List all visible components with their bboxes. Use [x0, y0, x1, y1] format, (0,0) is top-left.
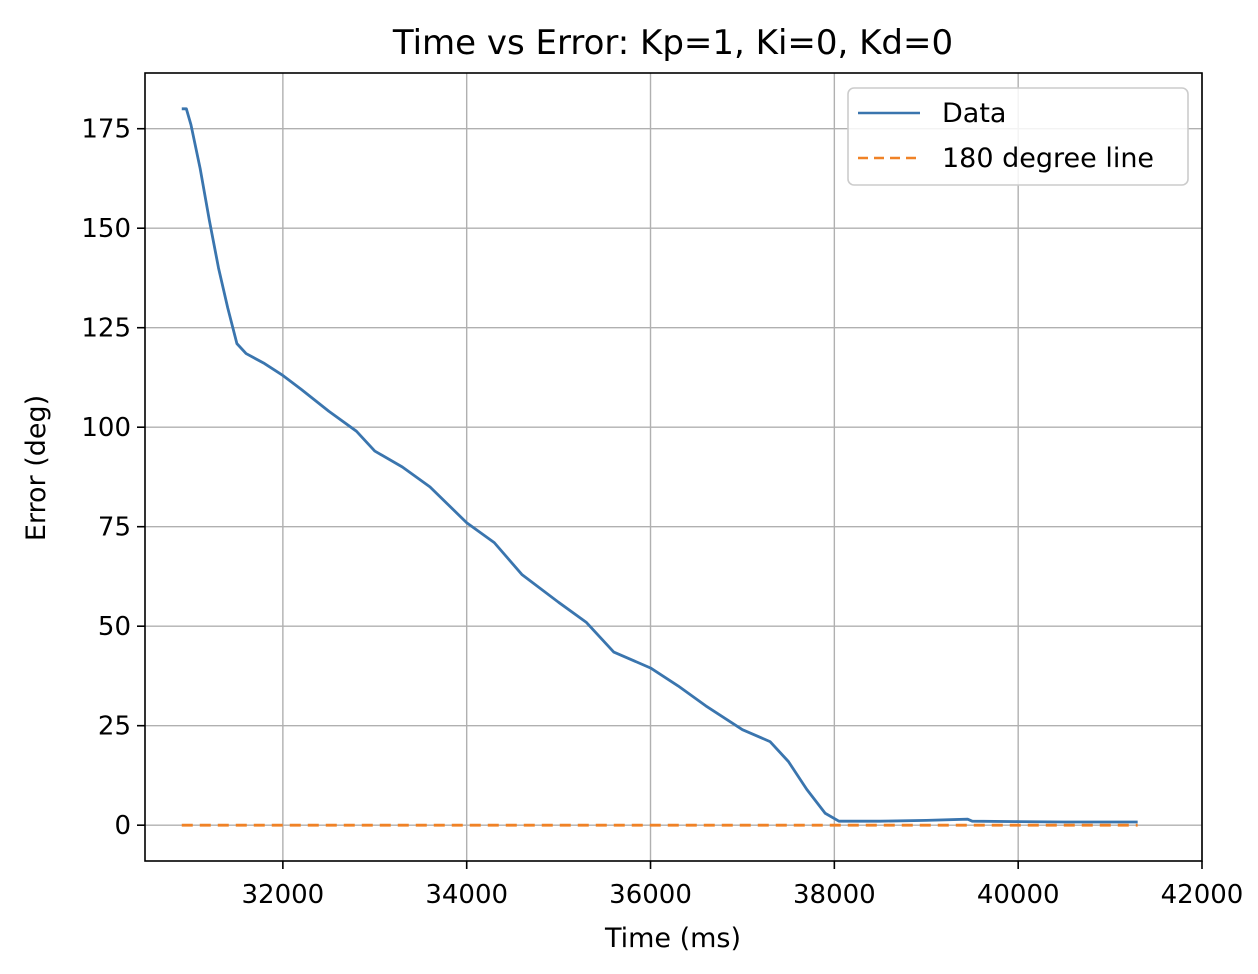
grid-lines — [145, 73, 1203, 861]
x-tick-label: 34000 — [425, 880, 508, 910]
x-tick-label: 36000 — [609, 880, 692, 910]
chart-title: Time vs Error: Kp=1, Ki=0, Kd=0 — [392, 23, 953, 63]
legend-label-data: Data — [942, 98, 1006, 129]
y-tick-label: 125 — [81, 314, 131, 344]
plot-area-frame — [144, 72, 1203, 862]
y-axis-label: Error (deg) — [21, 395, 52, 541]
y-tick-label: 25 — [98, 712, 131, 742]
x-axis-label: Time (ms) — [604, 923, 741, 954]
y-tick-label: 0 — [114, 811, 131, 841]
legend-label-180-degree-line: 180 degree line — [942, 143, 1154, 174]
series-line-data — [181, 107, 1138, 824]
y-tick-label: 150 — [81, 214, 131, 244]
x-tick-label: 40000 — [977, 880, 1060, 910]
y-tick-label: 100 — [81, 413, 131, 443]
y-tick-label: 50 — [98, 612, 131, 642]
legend-box — [847, 87, 1189, 186]
x-tick-label: 42000 — [1161, 880, 1244, 910]
y-tick-label: 75 — [98, 513, 131, 543]
series-layer — [181, 107, 1138, 827]
x-tick-label: 32000 — [242, 880, 325, 910]
axis-ticks: 32000 34000 36000 38000 40000 42000 0 25 50 75 100… — [81, 115, 1243, 910]
x-tick-label: 38000 — [793, 880, 876, 910]
legend: Data 180 degree line — [847, 87, 1189, 186]
y-tick-label: 175 — [81, 115, 131, 145]
